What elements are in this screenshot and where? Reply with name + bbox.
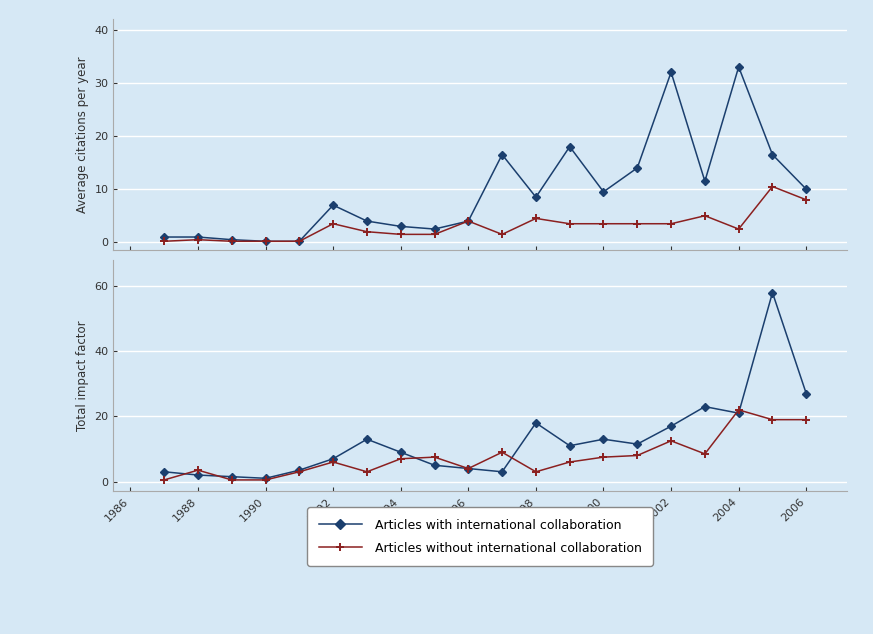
Y-axis label: Average citations per year: Average citations per year [76, 56, 89, 213]
Legend: Articles with international collaboration, Articles without international collab: Articles with international collaboratio… [307, 507, 653, 566]
Y-axis label: Total impact factor: Total impact factor [76, 320, 89, 431]
X-axis label: Publication Year: Publication Year [425, 530, 535, 544]
